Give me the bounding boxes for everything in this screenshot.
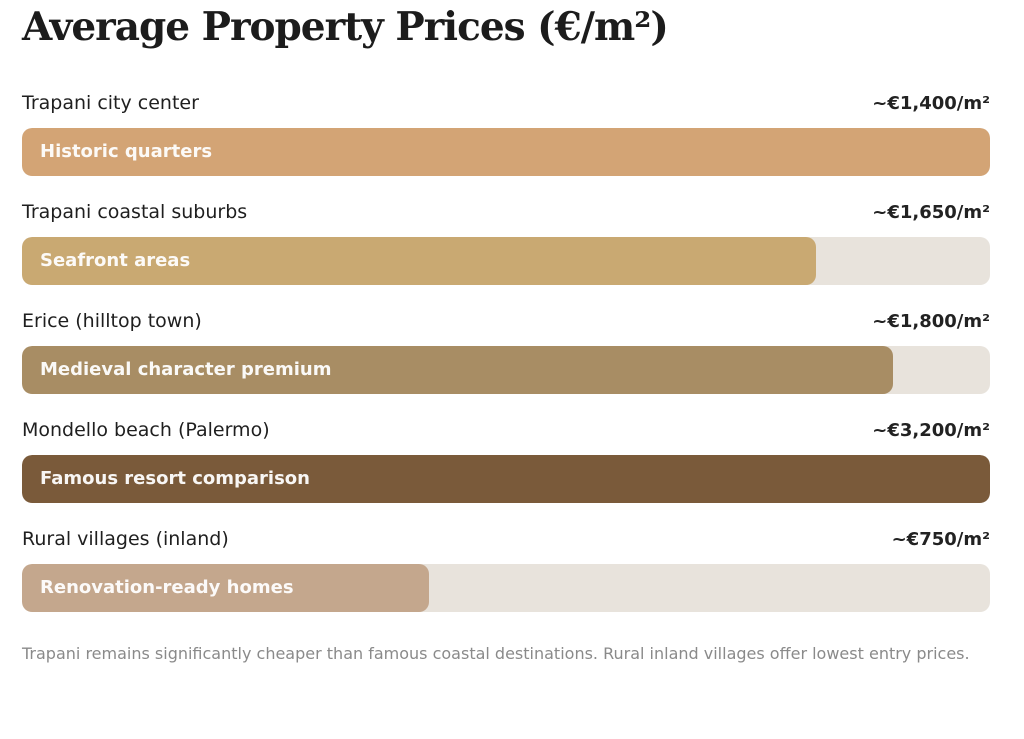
bar-track: Famous resort comparison (22, 455, 990, 503)
bar-fill (22, 346, 894, 394)
category-label: Erice (hilltop town) (22, 310, 202, 332)
bar-row: Mondello beach (Palermo) ~€3,200/m² Famo… (22, 417, 990, 526)
value-label: ~€3,200/m² (872, 419, 990, 441)
value-label: ~€1,650/m² (872, 201, 990, 223)
bar-row: Trapani coastal suburbs ~€1,650/m² Seafr… (22, 199, 990, 308)
bar-row: Erice (hilltop town) ~€1,800/m² Medieval… (22, 308, 990, 417)
bar-track: Renovation-ready homes (22, 564, 990, 612)
bar-track: Seafront areas (22, 237, 990, 285)
footnote: Trapani remains significantly cheaper th… (22, 644, 970, 663)
bar-track: Medieval character premium (22, 346, 990, 394)
category-label: Trapani coastal suburbs (22, 201, 248, 223)
value-label: ~€750/m² (891, 528, 990, 550)
bar-fill (22, 564, 429, 612)
chart-title: Average Property Prices (€/m²) (22, 4, 669, 50)
bar-row: Trapani city center ~€1,400/m² Historic … (22, 90, 990, 199)
category-label: Rural villages (inland) (22, 528, 229, 550)
bar-label: Seafront areas (40, 250, 191, 271)
bar-row: Rural villages (inland) ~€750/m² Renovat… (22, 526, 990, 635)
bar-label: Famous resort comparison (40, 468, 310, 489)
bar-label: Historic quarters (40, 141, 213, 162)
bar-track: Historic quarters (22, 128, 990, 176)
bar-label: Medieval character premium (40, 359, 332, 380)
value-label: ~€1,400/m² (872, 92, 990, 114)
bar-fill (22, 237, 816, 285)
category-label: Mondello beach (Palermo) (22, 419, 270, 441)
bar-fill (22, 128, 990, 176)
bar-chart: Trapani city center ~€1,400/m² Historic … (22, 90, 990, 635)
category-label: Trapani city center (22, 92, 199, 114)
value-label: ~€1,800/m² (872, 310, 990, 332)
bar-label: Renovation-ready homes (40, 577, 294, 598)
bar-fill (22, 455, 990, 503)
